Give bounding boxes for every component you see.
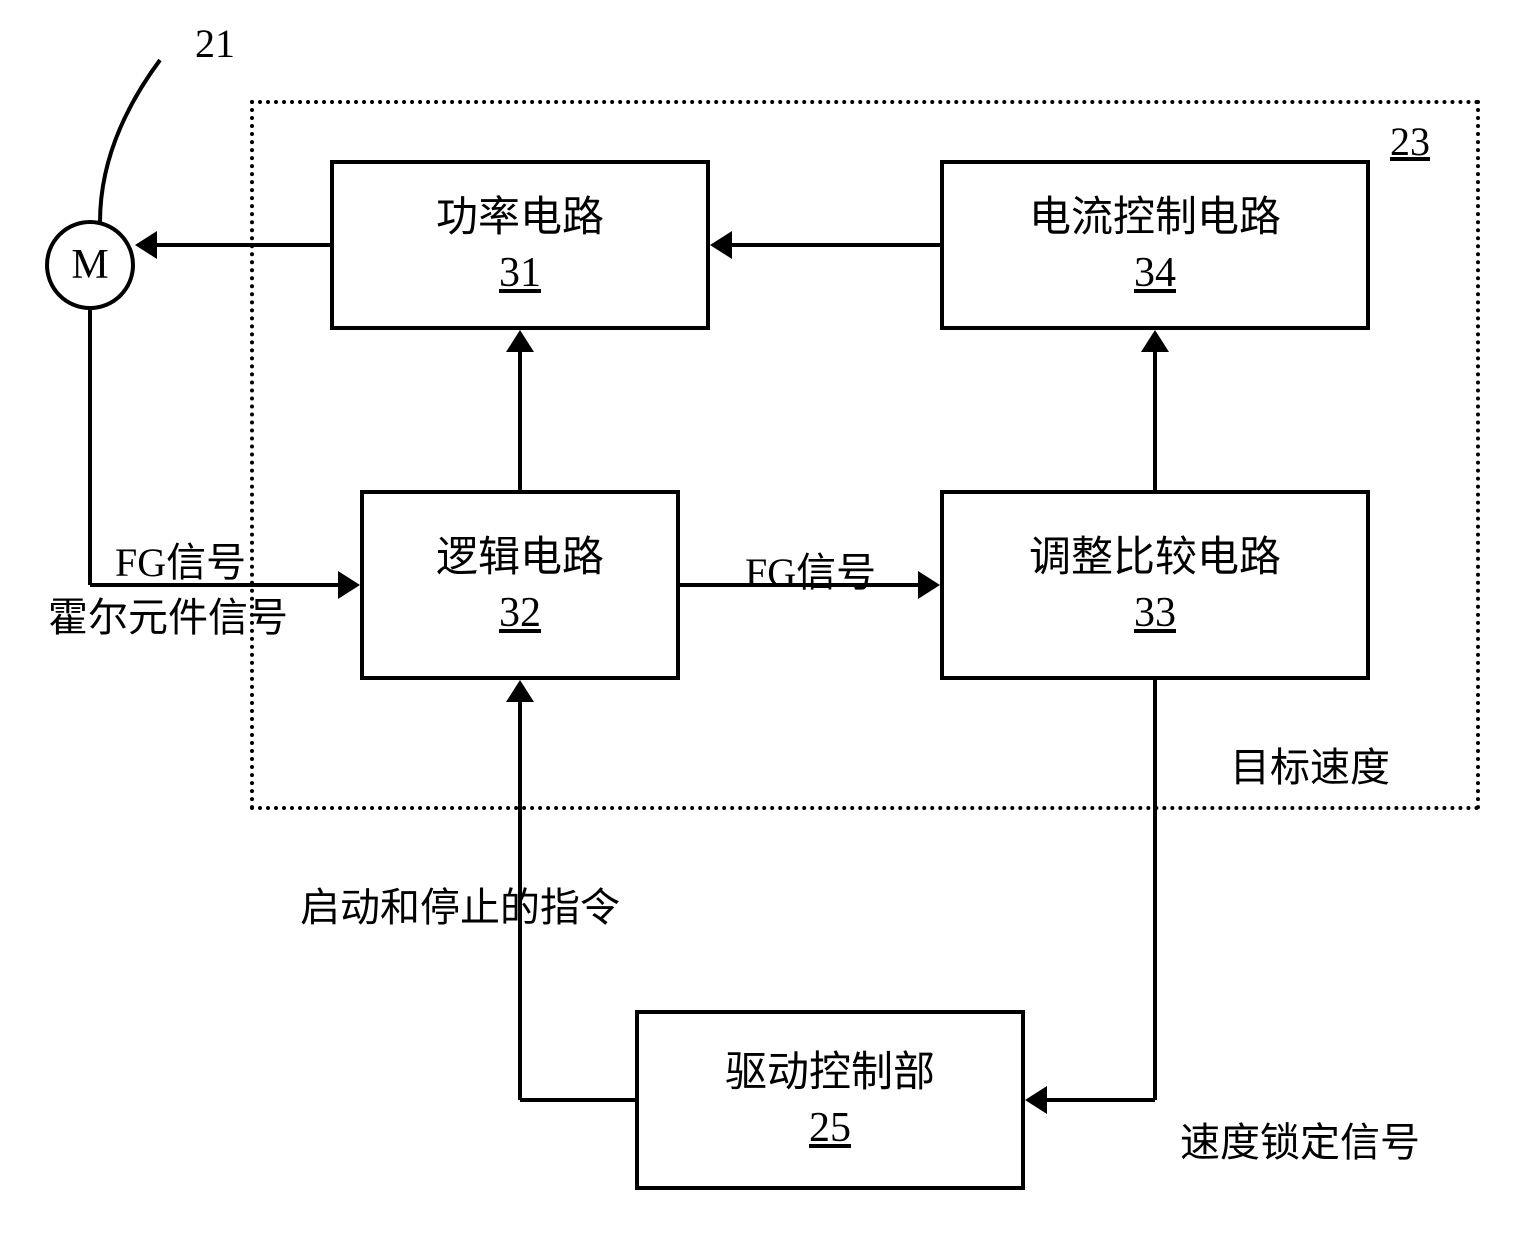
block-current-control: 电流控制电路 34 <box>940 160 1370 330</box>
label-fg-signal-left: FG信号 <box>115 530 246 588</box>
block-logic-circuit: 逻辑电路 32 <box>360 490 680 680</box>
block-drive-control: 驱动控制部 25 <box>635 1010 1025 1190</box>
block-drive-num: 25 <box>809 1104 851 1152</box>
label-hall-signal: 霍尔元件信号 <box>48 585 288 643</box>
block-compare-circuit: 调整比较电路 33 <box>940 490 1370 680</box>
motor-symbol: M <box>45 220 135 310</box>
motor-ref-number: 21 <box>195 20 235 67</box>
block-logic-title: 逻辑电路 <box>436 533 604 583</box>
label-target-speed: 目标速度 <box>1230 735 1390 793</box>
block-drive-title: 驱动控制部 <box>725 1048 935 1098</box>
block-power-num: 31 <box>499 249 541 297</box>
label-speed-lock: 速度锁定信号 <box>1180 1110 1420 1168</box>
container-23-number: 23 <box>1390 118 1430 165</box>
block-compare-num: 33 <box>1134 589 1176 637</box>
block-compare-title: 调整比较电路 <box>1029 533 1281 583</box>
block-power-circuit: 功率电路 31 <box>330 160 710 330</box>
block-logic-num: 32 <box>499 589 541 637</box>
block-current-num: 34 <box>1134 249 1176 297</box>
block-current-title: 电流控制电路 <box>1029 193 1281 243</box>
label-start-stop-cmd: 启动和停止的指令 <box>300 875 620 933</box>
motor-label: M <box>71 241 108 289</box>
label-fg-signal-mid: FG信号 <box>745 540 876 598</box>
block-power-title: 功率电路 <box>436 193 604 243</box>
diagram-stage: 23 M 21 功率电路 31 电流控制电路 34 逻辑电路 32 调整比较电路… <box>0 0 1536 1249</box>
